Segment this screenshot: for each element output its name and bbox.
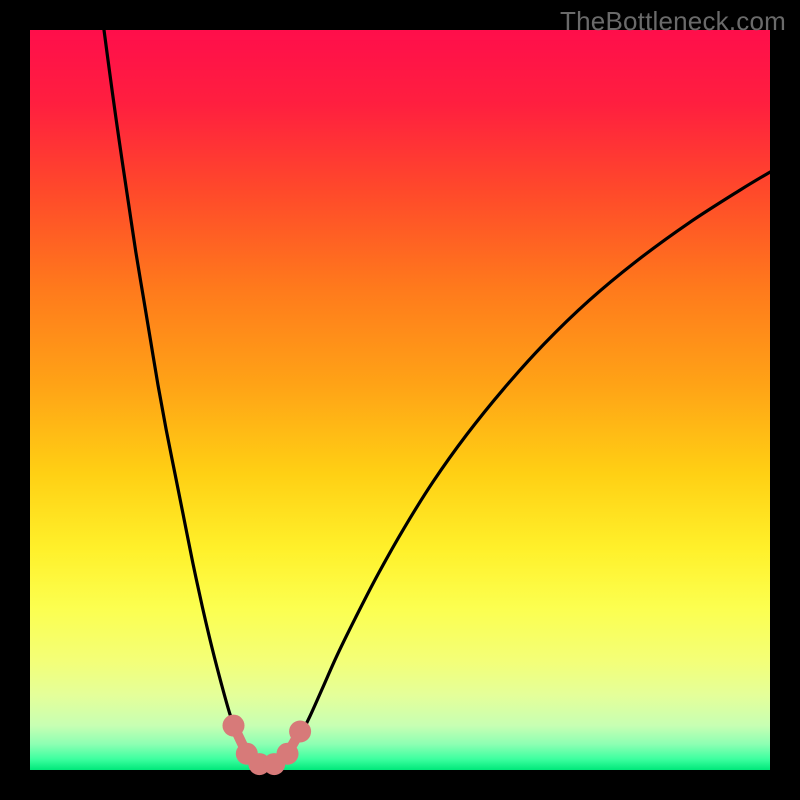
marker-dot bbox=[277, 743, 299, 765]
marker-dot bbox=[289, 721, 311, 743]
marker-dot bbox=[223, 715, 245, 737]
bottleneck-curve-chart bbox=[0, 0, 800, 800]
gradient-plot-area bbox=[30, 30, 770, 770]
watermark-text: TheBottleneck.com bbox=[560, 6, 786, 37]
chart-frame: TheBottleneck.com bbox=[0, 0, 800, 800]
